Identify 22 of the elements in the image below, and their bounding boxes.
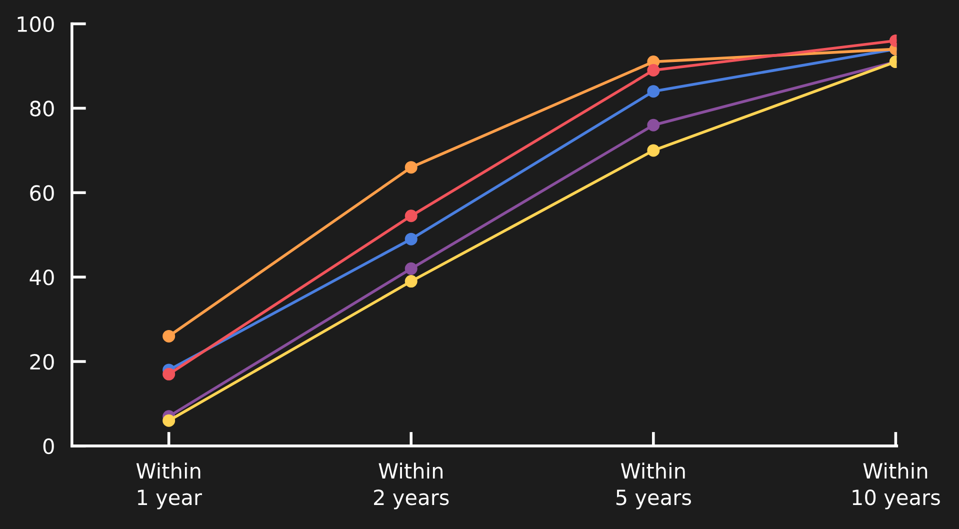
point [404, 262, 418, 275]
point [647, 64, 660, 76]
y-tick-label: 40 [30, 270, 54, 286]
point [404, 210, 418, 222]
x-tick-label: Within 2 years [374, 462, 449, 510]
point [162, 368, 176, 380]
point [647, 85, 660, 98]
point [647, 118, 660, 132]
y-tick-label: 80 [30, 100, 54, 116]
y-tick-label: 20 [30, 354, 54, 370]
x-tick-label: Within 5 years [616, 462, 691, 510]
x-tick-label: Within 1 year [136, 462, 202, 510]
point [162, 330, 176, 342]
y-tick-label: 60 [30, 185, 54, 201]
point [404, 161, 418, 174]
point [404, 232, 418, 246]
point [162, 414, 176, 427]
x-tick-label: Within 10 years [852, 462, 940, 510]
point [404, 275, 418, 288]
y-tick-label: 100 [18, 16, 54, 32]
y-tick-label: 0 [43, 438, 54, 454]
point [647, 144, 660, 157]
